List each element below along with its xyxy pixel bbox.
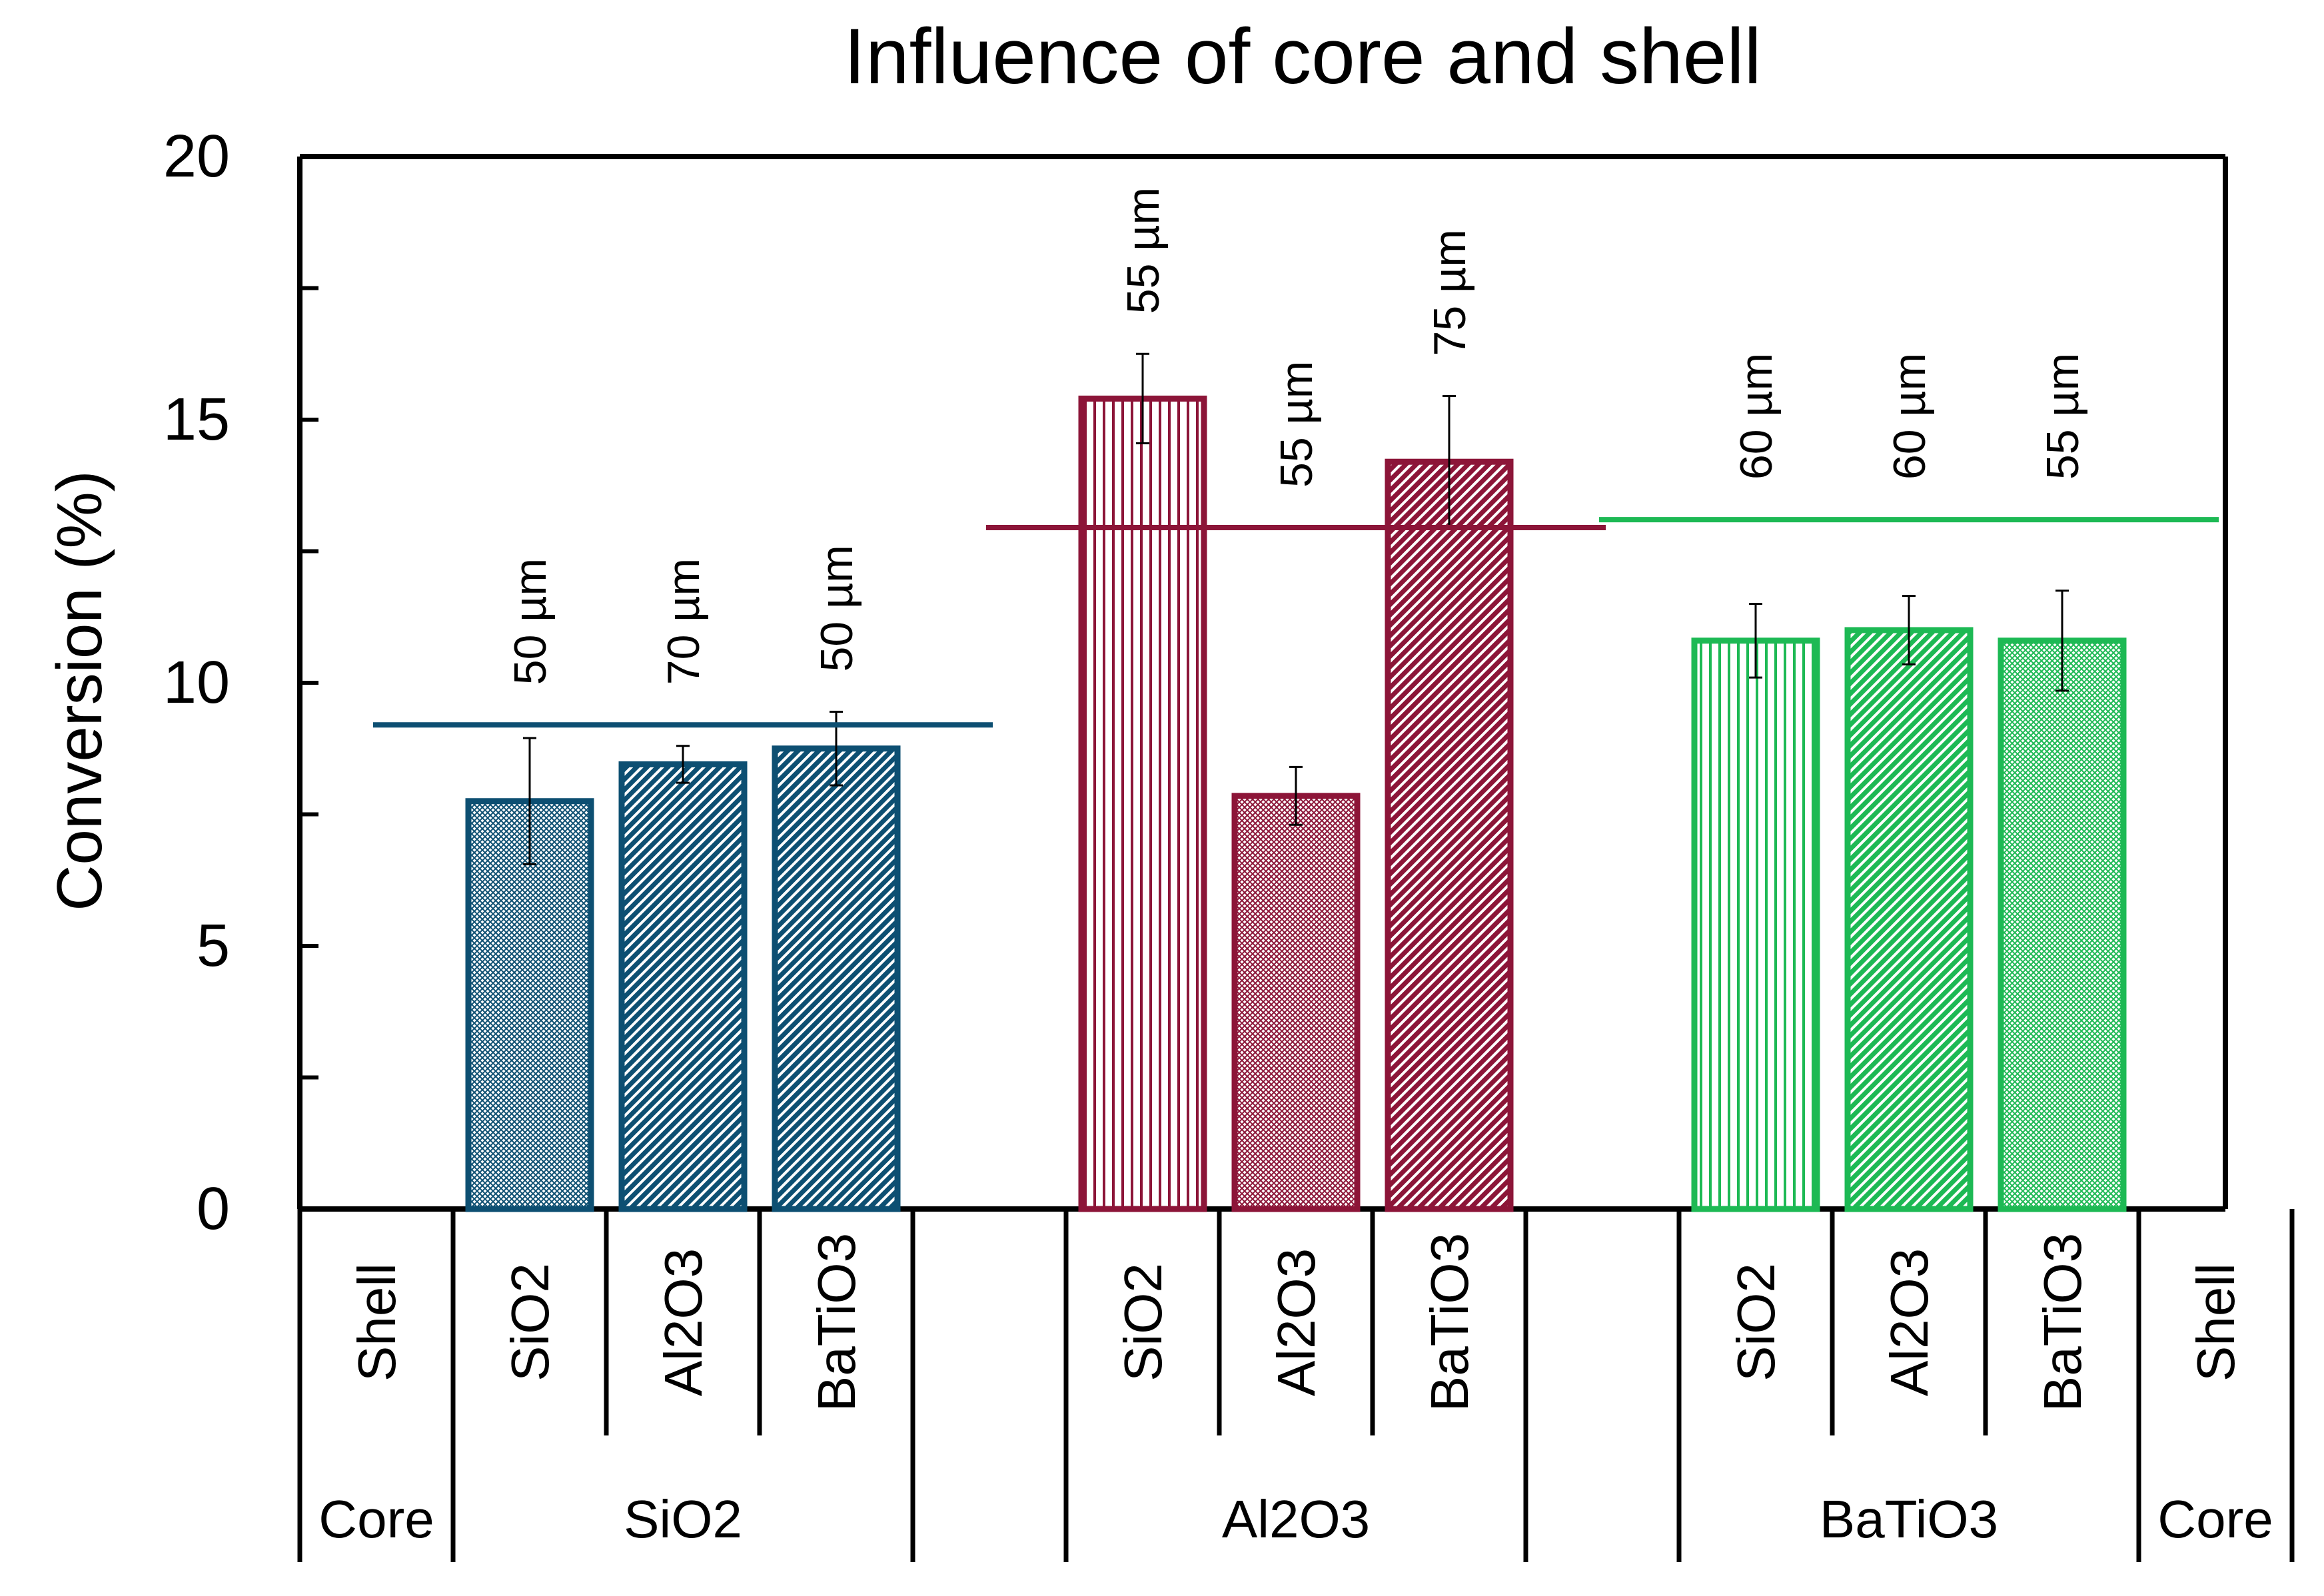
bar-sio2-batio3	[772, 745, 901, 1212]
shell-label-al2o3: Al2O3	[654, 1248, 713, 1396]
shell-row-header-left: Shell	[347, 1263, 406, 1382]
chart-title: Influence of core and shell	[844, 13, 1762, 101]
core-row-header-left: Core	[318, 1489, 434, 1549]
bar-al2o3-al2o3	[1231, 793, 1361, 1212]
y-tick-label: 20	[163, 123, 230, 190]
y-tick-label: 5	[197, 913, 230, 979]
core-label-al2o3: Al2O3	[1222, 1489, 1370, 1549]
bar-annotation: 55 µm	[2037, 353, 2088, 480]
shell-label-al2o3: Al2O3	[1880, 1248, 1939, 1396]
shell-label-batio3: BaTiO3	[807, 1233, 866, 1411]
bar-annotation: 70 µm	[658, 558, 709, 685]
bar-batio3-al2o3	[1844, 627, 1974, 1212]
core-label-sio2: SiO2	[624, 1489, 742, 1549]
shell-label-batio3: BaTiO3	[2033, 1233, 2092, 1411]
bar-al2o3-sio2	[1078, 395, 1207, 1212]
shell-label-al2o3: Al2O3	[1267, 1248, 1326, 1396]
bar-sio2-sio2	[465, 798, 594, 1212]
shell-label-sio2: SiO2	[1113, 1263, 1173, 1382]
bar-annotation: 60 µm	[1884, 353, 1935, 480]
core-label-batio3: BaTiO3	[1820, 1489, 1998, 1549]
bar-batio3-batio3	[1998, 637, 2127, 1212]
bar-annotation: 75 µm	[1425, 229, 1475, 356]
y-axis-label: Conversion (%)	[44, 470, 115, 911]
bar-batio3-sio2	[1691, 637, 1820, 1212]
y-tick-label: 15	[163, 386, 230, 453]
core-row-header-right: Core	[2157, 1489, 2273, 1549]
shell-label-sio2: SiO2	[500, 1263, 560, 1382]
bar-sio2-al2o3	[618, 761, 748, 1212]
bar-annotation: 50 µm	[505, 558, 556, 685]
y-tick-label: 10	[163, 649, 230, 716]
bar-annotation: 50 µm	[812, 545, 862, 671]
shell-label-batio3: BaTiO3	[1420, 1233, 1479, 1411]
bar-al2o3-batio3	[1385, 458, 1514, 1212]
shell-row-header-right: Shell	[2186, 1263, 2245, 1382]
bar-annotation: 55 µm	[1118, 187, 1169, 314]
bar-annotation: 60 µm	[1731, 353, 1782, 480]
bar-annotation: 55 µm	[1271, 361, 1322, 488]
shell-label-sio2: SiO2	[1726, 1263, 1786, 1382]
y-tick-label: 0	[197, 1176, 230, 1242]
